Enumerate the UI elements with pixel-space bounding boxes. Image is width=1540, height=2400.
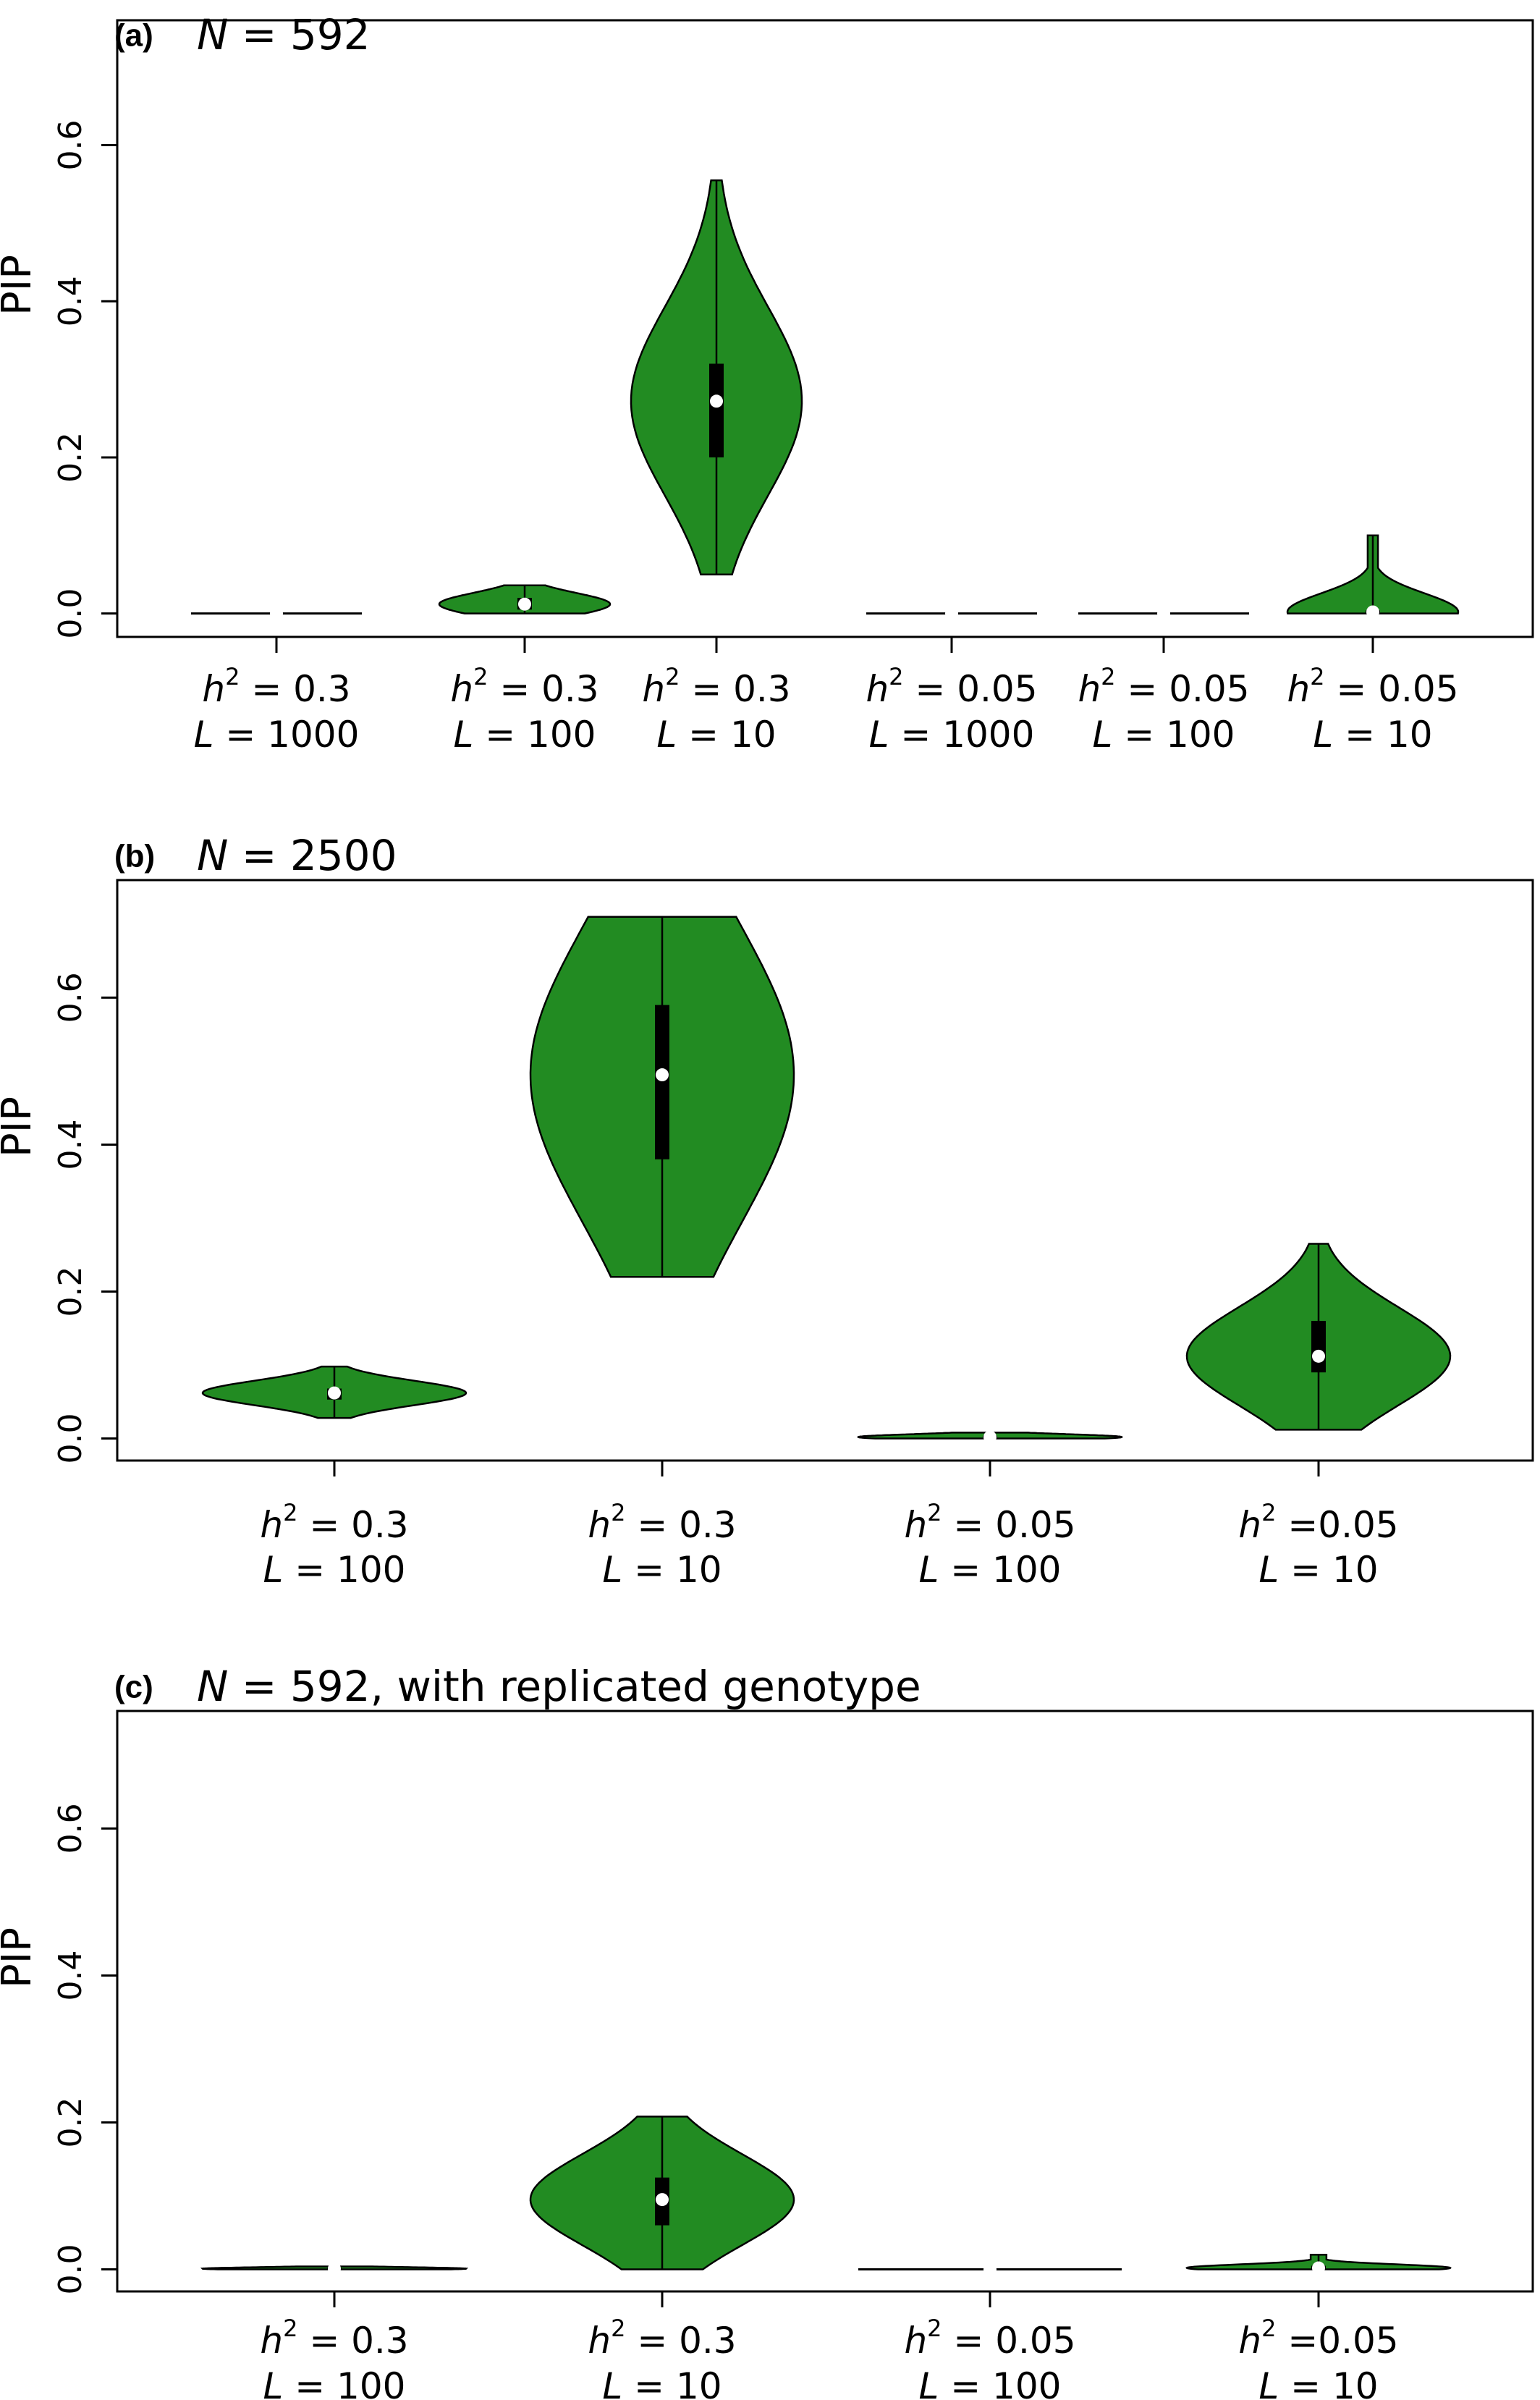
y-tick-label: 0.2 xyxy=(52,1267,89,1317)
x-label-L: L = 10 xyxy=(1313,714,1432,756)
violin-group: h2 = 0.05L = 10 xyxy=(1286,534,1460,756)
x-label-h2: h2 = 0.3 xyxy=(450,663,598,710)
y-tick-label: 0.6 xyxy=(52,1803,89,1854)
x-label-L: L = 10 xyxy=(1258,2365,1378,2400)
y-tick-label: 0.4 xyxy=(52,1119,89,1170)
x-label-L: L = 100 xyxy=(263,2365,406,2400)
x-label-L: L = 100 xyxy=(263,1549,406,1591)
median-dot xyxy=(983,2262,997,2276)
x-label-h2: h2 = 0.3 xyxy=(588,2315,736,2362)
median-dot xyxy=(1312,1349,1325,1363)
x-label-h2: h2 = 0.3 xyxy=(642,663,790,710)
violin-group: h2 = 0.3L = 10 xyxy=(630,179,803,756)
x-label-L: L = 10 xyxy=(602,1549,722,1591)
x-label-L: L = 10 xyxy=(602,2365,722,2400)
median-dot xyxy=(656,2193,669,2207)
violin-group: h2 = 0.3L = 100 xyxy=(201,1365,468,1591)
y-tick-label: 0.6 xyxy=(52,120,89,171)
y-tick-label: 0.0 xyxy=(52,1414,89,1464)
panel-letter: (b) xyxy=(114,839,155,874)
y-tick-label: 0.4 xyxy=(52,276,89,326)
median-dot xyxy=(1366,605,1379,619)
violin-group: h2 =0.05L = 10 xyxy=(1185,1243,1452,1591)
y-tick-label: 0.2 xyxy=(52,2097,89,2148)
y-tick-label: 0.6 xyxy=(52,972,89,1023)
median-dot xyxy=(983,1430,997,1444)
x-label-L: L = 100 xyxy=(1093,714,1235,756)
violin-group: h2 = 0.3L = 10 xyxy=(529,916,795,1591)
x-label-h2: h2 = 0.05 xyxy=(904,2315,1075,2362)
y-axis-label: PIP xyxy=(0,255,41,316)
x-label-L: L = 100 xyxy=(454,714,596,756)
median-dot xyxy=(518,597,531,611)
x-label-L: L = 100 xyxy=(919,1549,1062,1591)
x-label-h2: h2 = 0.05 xyxy=(904,1499,1075,1546)
x-label-h2: h2 = 0.05 xyxy=(1287,663,1458,710)
plot-frame xyxy=(116,879,1534,1462)
violin-group: h2 = 0.05L = 100 xyxy=(1078,607,1250,756)
x-label-h2: h2 = 0.3 xyxy=(588,1499,736,1546)
median-dot xyxy=(656,1068,669,1082)
x-label-h2: h2 = 0.05 xyxy=(1078,663,1249,710)
panel-title: N = 592, with replicated genotype xyxy=(197,1662,921,1711)
median-dot xyxy=(270,607,283,620)
median-dot xyxy=(1157,607,1170,620)
x-label-h2: h2 =0.05 xyxy=(1238,1499,1398,1546)
median-dot xyxy=(710,394,723,408)
violin-group: h2 = 0.05L = 1000 xyxy=(866,607,1038,756)
x-label-L: L = 10 xyxy=(1258,1549,1378,1591)
iqr-box xyxy=(655,1005,669,1159)
median-dot xyxy=(328,1386,341,1400)
plot-frame xyxy=(116,1710,1534,2293)
x-label-L: L = 100 xyxy=(919,2365,1062,2400)
x-label-L: L = 1000 xyxy=(869,714,1035,756)
y-tick-label: 0.4 xyxy=(52,1950,89,2000)
plot-frame xyxy=(116,19,1534,638)
violin-group: h2 = 0.3L = 10 xyxy=(529,2116,795,2400)
panel-c: (c) N = 592, with replicated genotype PIP 0… xyxy=(0,1662,1534,2400)
violin-group: h2 = 0.3L = 100 xyxy=(438,584,612,756)
x-label-h2: h2 =0.05 xyxy=(1238,2315,1398,2362)
panel-letter: (a) xyxy=(114,18,153,54)
y-tick-label: 0.0 xyxy=(52,2244,89,2295)
y-axis-label: PIP xyxy=(0,1927,41,1988)
median-dot xyxy=(945,607,958,620)
y-tick-label: 0.0 xyxy=(52,588,89,639)
y-tick-label: 0.2 xyxy=(52,432,89,483)
x-label-h2: h2 = 0.3 xyxy=(260,1499,408,1546)
violin-group: h2 = 0.05L = 100 xyxy=(858,2262,1122,2400)
violin-group: h2 = 0.3L = 1000 xyxy=(191,607,362,756)
violin-group: h2 = 0.05L = 100 xyxy=(857,1430,1123,1591)
x-label-h2: h2 = 0.05 xyxy=(866,663,1037,710)
x-label-h2: h2 = 0.3 xyxy=(260,2315,408,2362)
median-dot xyxy=(328,2262,341,2276)
panel-title: N = 2500 xyxy=(197,831,397,880)
panel-title: N = 592 xyxy=(197,10,371,59)
violin-group: h2 =0.05L = 10 xyxy=(1185,2253,1452,2400)
violin-group: h2 = 0.3L = 100 xyxy=(200,2262,469,2400)
x-label-L: L = 1000 xyxy=(194,714,360,756)
iqr-box xyxy=(1311,1321,1326,1373)
median-dot xyxy=(1312,2261,1325,2275)
x-label-h2: h2 = 0.3 xyxy=(202,663,350,710)
x-label-L: L = 10 xyxy=(656,714,776,756)
panel-letter: (c) xyxy=(114,1670,153,1705)
y-axis-label: PIP xyxy=(0,1097,41,1157)
iqr-box xyxy=(709,363,724,457)
